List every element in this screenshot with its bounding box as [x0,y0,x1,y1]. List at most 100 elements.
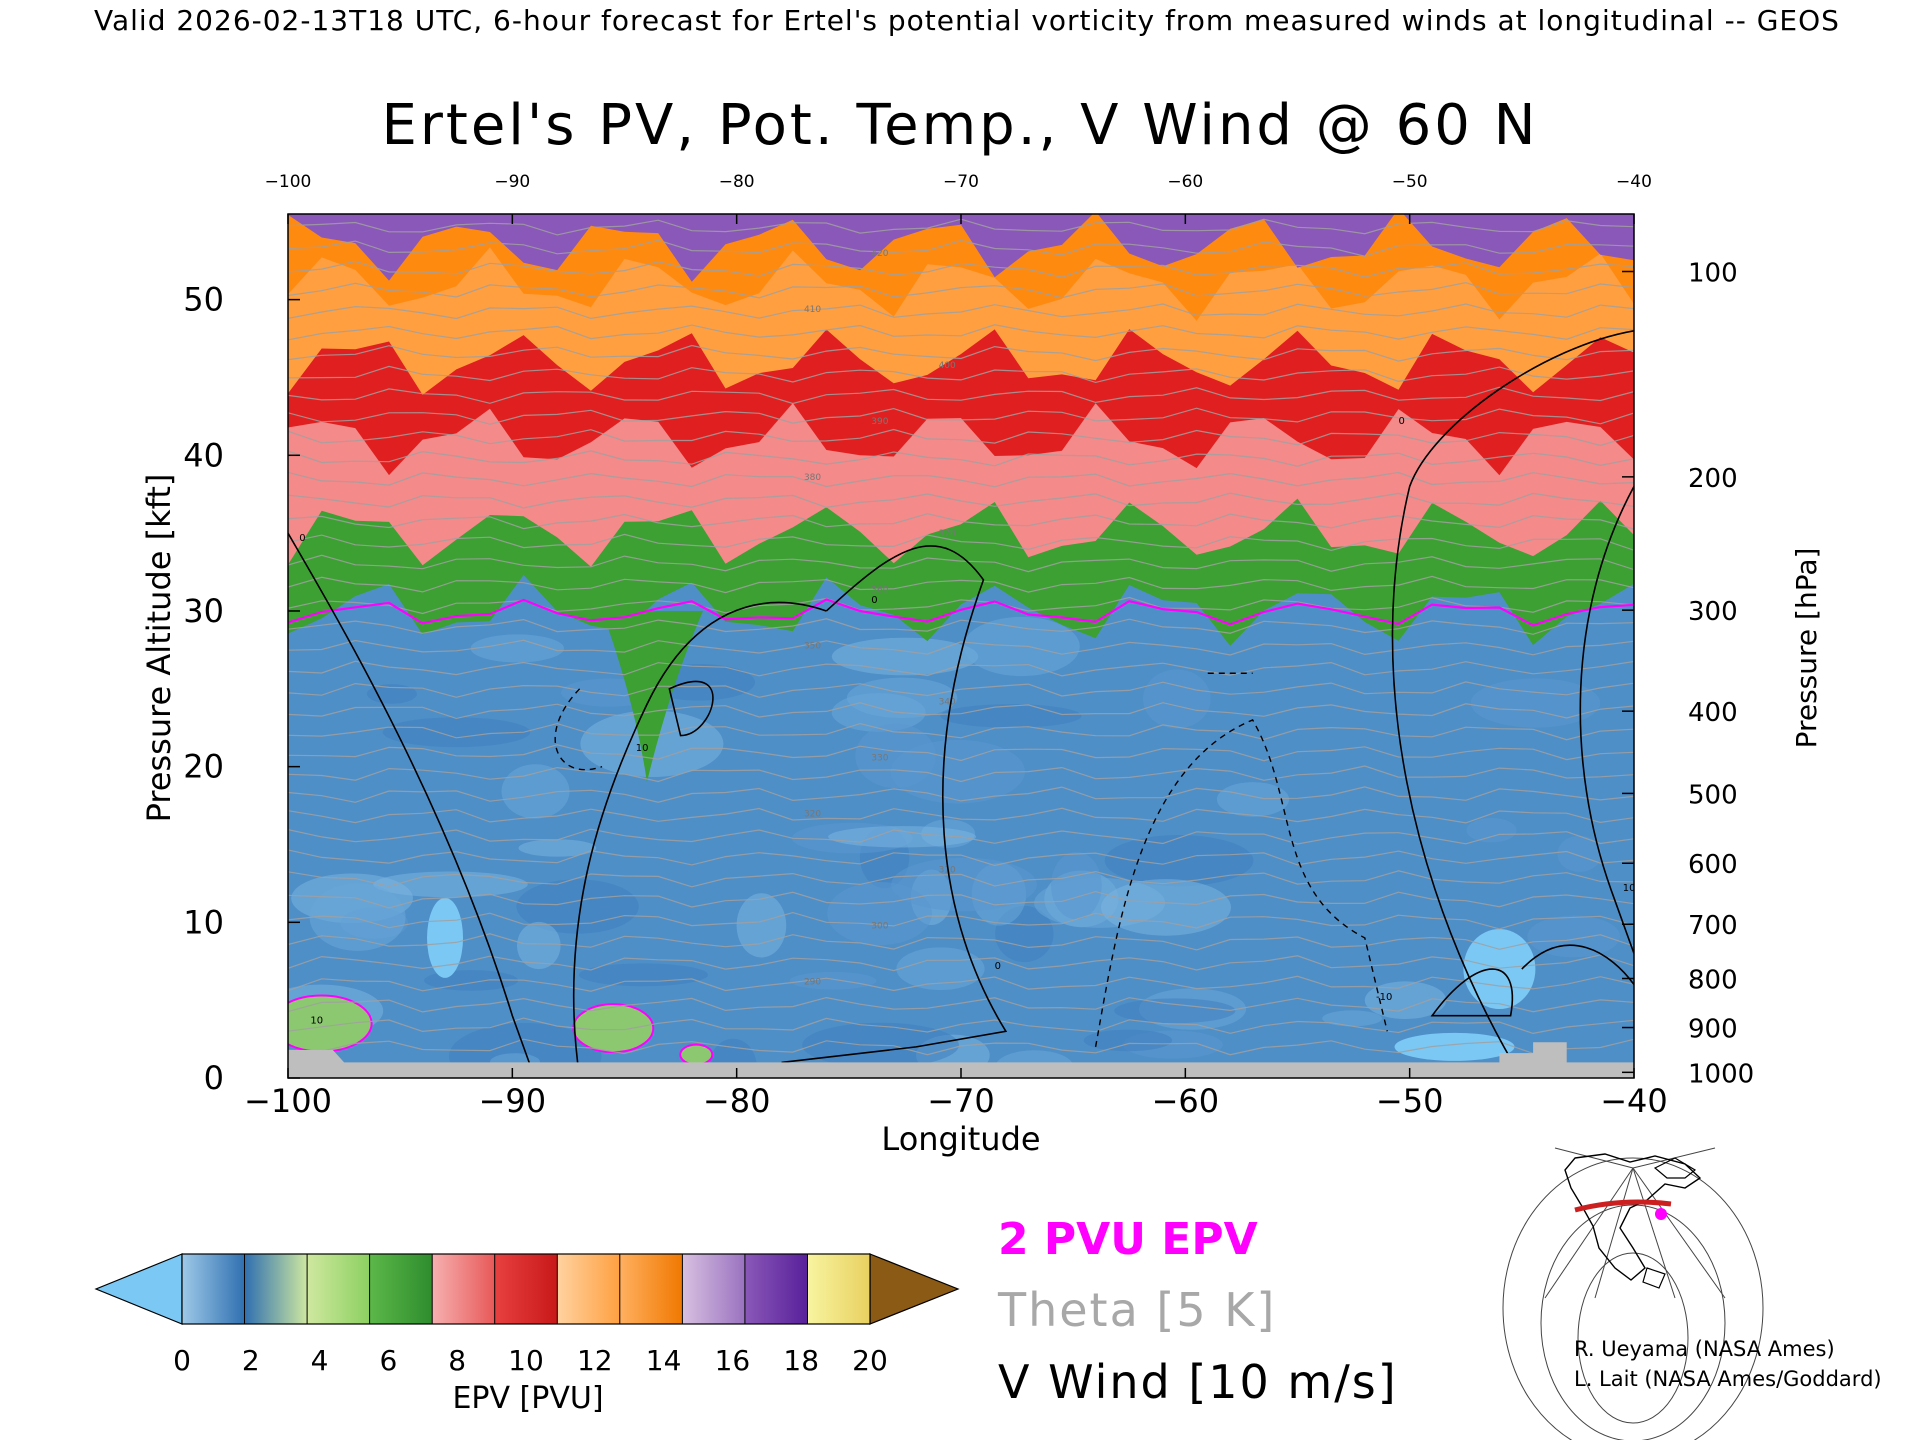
theta-label: 380 [804,473,821,483]
y-tick-label-right: 500 [1688,780,1738,810]
theta-contour [288,996,1634,1013]
pv-texture-patch [1527,915,1620,958]
top-x-tick-label: −50 [1392,172,1428,192]
pv-texture-patch [1101,879,1231,936]
vwind-contour-label: 10 [636,743,649,754]
terrain [288,1042,1634,1078]
pv-texture-patch [789,971,877,990]
theta-contour [288,975,1634,992]
y-tick-label-right: 700 [1688,911,1738,941]
top-x-tick-label: −100 [265,172,312,192]
colorbar-tick-label: 6 [379,1344,397,1377]
theta-contour [288,639,1634,656]
colorbar-segment [557,1254,621,1324]
theta-contour [288,365,1634,384]
theta-label: 300 [871,922,888,932]
vwind-contour-label: -10 [1376,992,1392,1003]
vwind-contour-label: 0 [871,595,877,606]
x-tick-label: −100 [244,1082,332,1120]
theta-label: 340 [939,697,956,707]
theta-contour [288,933,1634,951]
y-tick-label-right: 300 [1688,597,1738,627]
pv-texture-patch [1216,782,1290,817]
pv-texture-patch [1470,678,1601,728]
colorbar-segment [744,1254,808,1324]
theta-contour [288,911,1634,930]
y-tick-label-left: 30 [183,592,224,630]
theta-contour [288,239,1634,257]
theta-contour [288,1038,1634,1056]
theta-contour [288,428,1634,447]
theta-contour [288,471,1634,488]
colorbar-under-arrow [94,1253,183,1325]
low-level-pv-blob [572,1003,655,1054]
pv-texture-patch [891,857,1037,912]
theta-label: 400 [939,361,956,371]
legend-vwind: V Wind [10 m/s] [998,1355,1398,1409]
colorbar-tick-label: 18 [783,1344,819,1377]
y-axis-left-label: Pressure Altitude [kft] [140,474,178,823]
chart-title: Ertel's PV, Pot. Temp., V Wind @ 60 N [381,93,1538,158]
theta-contour [288,513,1634,530]
colorbar-frame [181,1253,871,1325]
theta-label: 420 [871,249,888,259]
theta-contour [288,660,1634,677]
vwind-contour [1391,329,1634,1078]
theta-contour [288,450,1634,467]
plot-area: 290 300 310 320 330 340 350 360 370 380 390 400 410 4… [287,213,1635,1079]
vwind-contour [1579,486,1634,954]
colorbar-segment [369,1254,433,1324]
theta-label: 390 [871,417,888,427]
colorbar: 0 2 4 6 8 10 12 14 16 18 20 [94,1253,960,1377]
colorbar-tick-label: 12 [577,1344,613,1377]
colorbar-segment [244,1254,308,1324]
vwind-contour-label: 0 [995,961,1001,972]
low-level-pv-blob [679,1043,714,1066]
theta-contour [288,870,1634,888]
theta-contour [288,575,1634,594]
vwind-contour [288,532,536,1078]
x-tick-label: −60 [1152,1082,1220,1120]
y-tick-label-right: 800 [1688,965,1738,995]
colorbar-tick-label: 0 [173,1344,191,1377]
low-pv-pocket [1463,929,1536,1010]
theta-contour [288,281,1634,299]
y-tick-label-right: 600 [1688,850,1738,880]
y-axis-right-label: Pressure [hPa] [1790,548,1823,749]
theta-contour [288,1017,1634,1035]
pv-texture-patch [1322,1010,1382,1027]
low-pv-pocket [1394,1032,1515,1061]
theta-label: 410 [804,305,821,315]
y-tick-label-left: 10 [183,903,224,941]
colorbar-tick-label: 10 [508,1344,544,1377]
legend-pv-line: 2 PVU EPV [998,1214,1258,1265]
colorbar-segment [682,1254,746,1324]
theta-label: 320 [804,809,821,819]
colorbar-segment [807,1254,871,1324]
colorbar-segment [182,1254,245,1324]
vwind-contour [781,545,1008,1064]
colorbar-tick-label: 14 [646,1344,682,1377]
theta-label: 290 [804,978,821,988]
pv-texture-patch [518,839,597,857]
theta-contour [288,681,1634,698]
x-tick-label: −50 [1376,1082,1444,1120]
theta-contour [288,386,1634,405]
pv-texture-patch [1557,835,1602,872]
theta-contour [288,407,1634,425]
colorbar-segment [494,1254,558,1324]
colorbar-segment [619,1254,683,1324]
theta-contour [288,702,1634,720]
theta-contour [288,554,1634,573]
x-tick-label: −70 [927,1082,995,1120]
y-tick-label-right: 200 [1688,464,1738,494]
x-tick-label: −40 [1600,1082,1668,1120]
credit-line-1: R. Ueyama (NASA Ames) [1574,1337,1835,1361]
pv-texture-patch [1466,818,1517,843]
theta-contour [288,765,1634,783]
x-tick-label: −80 [703,1082,771,1120]
theta-contour [288,596,1634,615]
theta-contour [288,954,1634,972]
credit-line-2: L. Lait (NASA Ames/Goddard) [1574,1367,1882,1391]
